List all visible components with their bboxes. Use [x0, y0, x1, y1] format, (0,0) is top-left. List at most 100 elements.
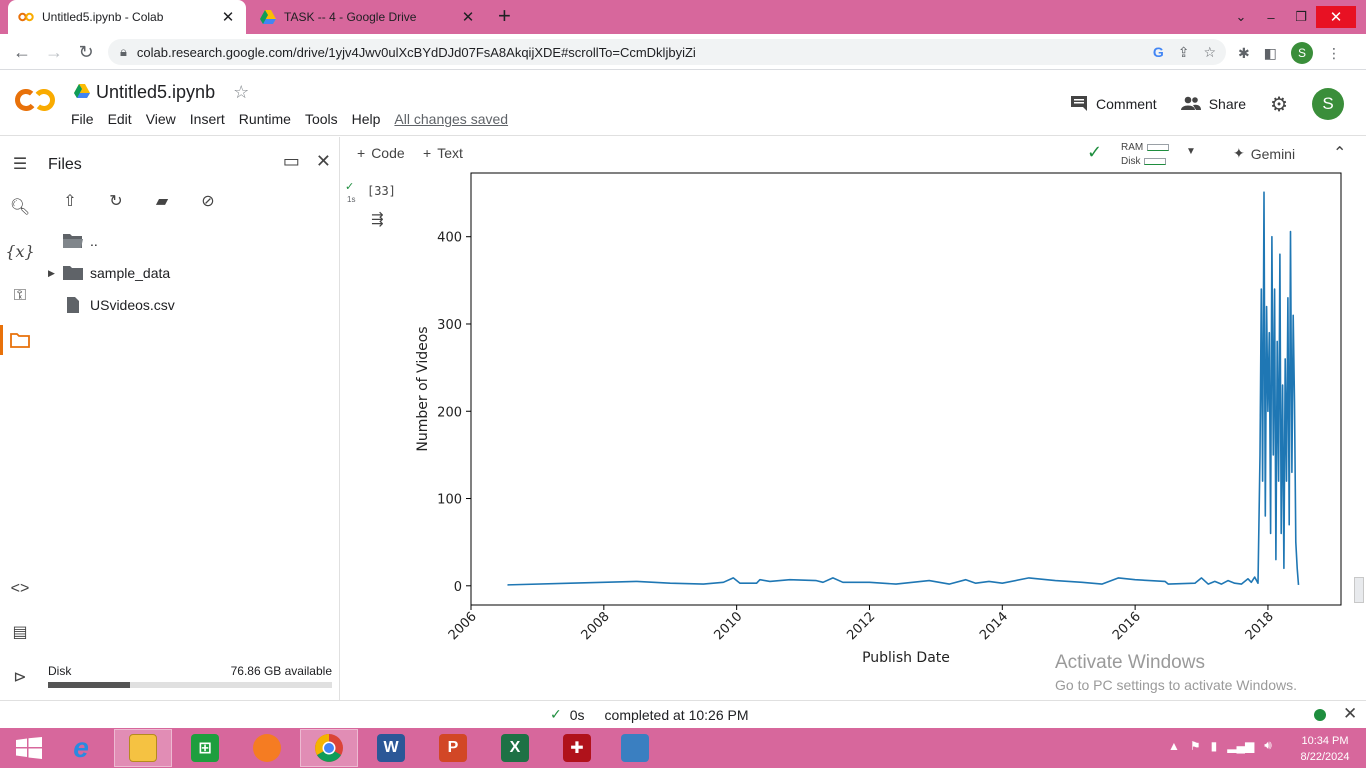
star-icon[interactable]: ☆: [233, 82, 250, 102]
upload-file-icon[interactable]: ⇧: [63, 193, 77, 210]
comment-button[interactable]: Comment: [1070, 95, 1157, 114]
variables-icon[interactable]: {x}: [5, 241, 35, 261]
add-code-button[interactable]: + Code: [357, 145, 405, 161]
menu-insert[interactable]: Insert: [189, 111, 225, 127]
secrets-key-icon[interactable]: ⚿: [13, 287, 27, 304]
scrollbar[interactable]: [1354, 577, 1364, 603]
save-status[interactable]: All changes saved: [394, 111, 509, 127]
table-of-contents-icon[interactable]: ☰: [12, 156, 28, 173]
x-tick-label: 2012: [844, 609, 878, 643]
expand-caret-icon[interactable]: ▶: [48, 267, 55, 278]
user-avatar[interactable]: S: [1312, 88, 1344, 120]
taskbar-file-explorer[interactable]: [114, 729, 172, 767]
clock-date: 8/22/2024: [1300, 751, 1350, 763]
taskbar-photos[interactable]: [606, 729, 664, 767]
menu-runtime[interactable]: Runtime: [238, 111, 291, 127]
file-name: sample_data: [90, 265, 171, 281]
disk-usage-bar: [48, 682, 332, 688]
ram-gauge: [1147, 143, 1170, 151]
refresh-icon[interactable]: ↻: [109, 193, 123, 210]
minimize-button[interactable]: –: [1267, 9, 1275, 25]
chrome-menu-icon[interactable]: ⋮: [1326, 44, 1341, 61]
start-button[interactable]: [0, 729, 58, 767]
plus-icon: +: [357, 145, 366, 161]
list-item[interactable]: USvideos.csv: [48, 289, 328, 321]
folder-icon: [129, 734, 157, 762]
connected-check-icon[interactable]: ✓: [1087, 142, 1103, 162]
taskbar-chrome[interactable]: [300, 729, 358, 767]
add-text-button[interactable]: + Text: [423, 145, 463, 161]
runtime-dropdown-icon[interactable]: ▼: [1186, 146, 1196, 157]
close-window-button[interactable]: ✕: [1316, 6, 1356, 28]
search-icon[interactable]: 🔍︎: [9, 199, 31, 216]
status-duration: 0s: [569, 706, 585, 723]
taskbar-excel[interactable]: X: [486, 729, 544, 767]
network-signal-icon[interactable]: ▂▄▆: [1227, 738, 1255, 753]
tab-google-drive[interactable]: TASK -- 4 - Google Drive ✕: [250, 0, 486, 34]
code-snippets-icon[interactable]: <>: [10, 580, 30, 597]
connection-status-dot[interactable]: [1314, 709, 1326, 721]
notebook-title-area: Untitled5.ipynb ☆: [74, 82, 249, 103]
mount-drive-icon[interactable]: ▰: [155, 193, 169, 210]
taskbar-app-shield[interactable]: ✚: [548, 729, 606, 767]
new-tab-button[interactable]: +: [498, 3, 511, 28]
taskbar-firefox[interactable]: [238, 729, 296, 767]
excel-icon: X: [501, 734, 529, 762]
series-line: [507, 191, 1300, 586]
menu-tools[interactable]: Tools: [304, 111, 338, 127]
command-palette-icon[interactable]: ▤: [12, 624, 28, 641]
run-success-icon[interactable]: ✓: [345, 181, 355, 193]
extensions-puzzle-icon[interactable]: ✱: [1238, 44, 1250, 61]
restore-button[interactable]: ❐: [1295, 9, 1307, 24]
show-hidden-icons-icon[interactable]: ▲: [1168, 738, 1180, 753]
google-lens-icon[interactable]: G: [1152, 43, 1164, 60]
share-label: Share: [1208, 96, 1247, 112]
close-status-icon[interactable]: ✕: [1343, 704, 1358, 723]
list-item[interactable]: ▶ sample_data: [48, 257, 328, 289]
share-button[interactable]: Share: [1180, 96, 1247, 113]
menu-edit[interactable]: Edit: [107, 111, 132, 127]
close-tab-icon[interactable]: ✕: [461, 9, 475, 26]
hide-files-icon[interactable]: ⊘: [201, 193, 215, 210]
colab-logo[interactable]: [14, 88, 56, 119]
output-actions-icon[interactable]: ⇶: [371, 211, 384, 228]
close-tab-icon[interactable]: ✕: [221, 9, 235, 26]
taskbar-clock[interactable]: 10:34 PM 8/22/2024: [1290, 733, 1360, 765]
reload-icon[interactable]: ↻: [78, 41, 94, 62]
folder-open-icon: [62, 233, 84, 249]
menu-help[interactable]: Help: [351, 111, 381, 127]
terminal-icon[interactable]: ⊳: [13, 669, 27, 686]
collapse-header-icon[interactable]: ⌃: [1333, 145, 1347, 162]
add-code-label: Code: [371, 145, 405, 161]
x-tick-label: 2010: [711, 609, 745, 643]
browser-tab-strip: Untitled5.ipynb - Colab ✕ TASK -- 4 - Go…: [0, 0, 1366, 34]
forward-icon[interactable]: →: [45, 41, 63, 62]
disk-available: 76.86 GB available: [230, 664, 332, 678]
bookmark-star-icon[interactable]: ☆: [1203, 43, 1216, 60]
gemini-button[interactable]: ✦ Gemini: [1233, 145, 1295, 162]
profile-avatar[interactable]: S: [1290, 42, 1313, 64]
menu-file[interactable]: File: [71, 111, 94, 127]
taskbar-internet-explorer[interactable]: e: [52, 729, 110, 767]
taskbar-store[interactable]: ⊞: [176, 729, 234, 767]
taskbar-powerpoint[interactable]: P: [424, 729, 482, 767]
list-item[interactable]: ..: [48, 225, 328, 257]
tab-colab[interactable]: Untitled5.ipynb - Colab ✕: [8, 0, 246, 34]
clock-time: 10:34 PM: [1301, 735, 1349, 747]
share-page-icon[interactable]: ⇪: [1177, 43, 1190, 60]
notebook-title[interactable]: Untitled5.ipynb: [96, 82, 216, 102]
close-panel-icon[interactable]: ✕: [315, 151, 331, 171]
resource-meter[interactable]: RAM Disk: [1121, 140, 1170, 168]
menu-view[interactable]: View: [145, 111, 176, 127]
back-icon[interactable]: ←: [13, 41, 31, 62]
taskbar-word[interactable]: W: [362, 729, 420, 767]
flag-icon[interactable]: ⚑: [1189, 738, 1201, 753]
open-in-tab-icon[interactable]: ▭: [282, 151, 300, 171]
tab-search-icon[interactable]: ⌄: [1235, 9, 1247, 24]
url-field[interactable]: 🔒︎ colab.research.google.com/drive/1yjv4…: [108, 39, 1226, 65]
side-panel-icon[interactable]: ◧: [1263, 44, 1277, 61]
settings-gear-icon[interactable]: ⚙: [1270, 93, 1288, 116]
battery-icon[interactable]: ▮: [1210, 738, 1218, 753]
volume-icon[interactable]: 🔊︎: [1264, 738, 1272, 752]
files-folder-icon[interactable]: [8, 328, 32, 352]
